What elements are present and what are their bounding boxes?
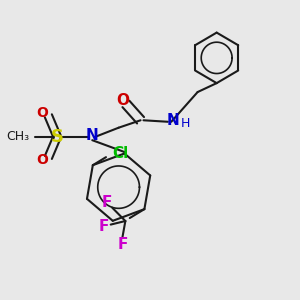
Text: F: F — [118, 237, 128, 252]
Text: O: O — [37, 106, 48, 120]
Text: H: H — [181, 117, 190, 130]
Text: S: S — [51, 128, 64, 146]
Text: N: N — [167, 113, 179, 128]
Text: N: N — [86, 128, 99, 142]
Text: Cl: Cl — [112, 146, 128, 161]
Text: O: O — [37, 153, 48, 167]
Text: F: F — [98, 220, 109, 235]
Text: O: O — [116, 94, 130, 109]
Text: F: F — [102, 195, 112, 210]
Text: CH₃: CH₃ — [6, 130, 29, 143]
